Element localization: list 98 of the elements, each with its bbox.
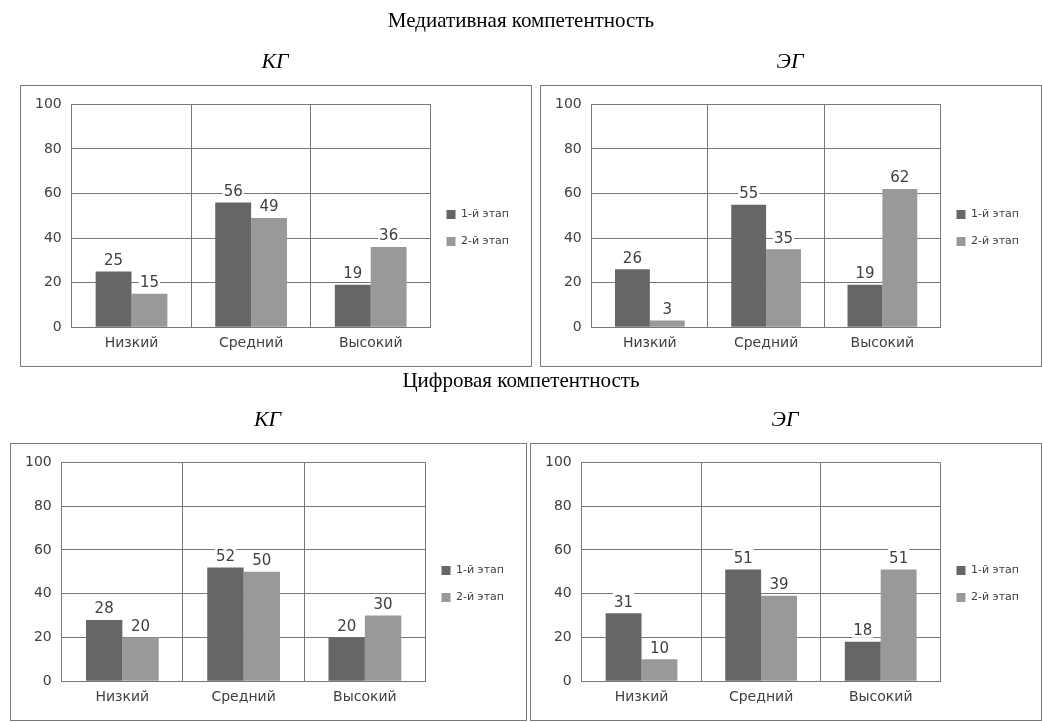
data-label: 26 [622, 248, 642, 267]
x-tick-label: Низкий [622, 334, 677, 351]
data-label: 10 [649, 638, 670, 657]
y-tick-label: 40 [553, 584, 572, 601]
bar [243, 571, 280, 681]
bar [641, 659, 678, 681]
x-tick-label: Средний [733, 334, 799, 351]
y-tick-label: 0 [572, 317, 582, 334]
y-tick-label: 20 [563, 273, 582, 290]
data-label: 52 [215, 546, 235, 565]
data-label: 36 [379, 226, 399, 245]
y-tick-label: 0 [52, 317, 62, 334]
data-label: 19 [855, 264, 875, 283]
legend-label: 2-й этап [971, 234, 1020, 248]
bar [761, 595, 797, 681]
bar [880, 569, 917, 681]
legend-label: 2-й этап [971, 590, 1020, 604]
data-label: 28 [94, 599, 114, 618]
bar [731, 204, 767, 327]
y-tick-label: 80 [43, 139, 62, 156]
y-tick-label: 40 [33, 584, 52, 601]
data-label: 51 [889, 549, 909, 567]
data-label: 20 [337, 616, 357, 635]
y-tick-label: 60 [563, 184, 582, 201]
legend-label: 1-й этап [456, 563, 505, 577]
bar [725, 569, 762, 681]
bar [649, 320, 685, 327]
bar [882, 189, 918, 327]
x-tick-label: Высокий [333, 688, 397, 705]
data-label: 20 [131, 616, 151, 635]
bar [334, 284, 371, 327]
data-label: 49 [259, 197, 279, 216]
bar [85, 619, 123, 681]
x-tick-label: Высокий [338, 334, 403, 351]
data-label: 25 [104, 250, 124, 269]
y-tick-label: 40 [563, 228, 582, 245]
data-label: 51 [733, 549, 753, 567]
y-tick-label: 0 [562, 671, 572, 688]
y-tick-label: 40 [43, 228, 62, 245]
y-tick-label: 80 [563, 139, 582, 156]
x-tick-label: Низкий [104, 334, 159, 351]
bar [122, 637, 159, 681]
bar [328, 637, 365, 681]
chart-title: КГ [252, 406, 283, 432]
y-tick-label: 0 [42, 671, 52, 688]
data-label: 55 [739, 184, 759, 203]
data-label: 62 [890, 168, 910, 187]
text: Цифровая компетентность [401, 368, 641, 393]
data-label: 19 [343, 264, 363, 283]
x-tick-label: Низкий [614, 688, 669, 705]
bar [844, 641, 881, 681]
bar [614, 269, 650, 327]
chart-title: КГ [260, 48, 290, 74]
chart-title: ЭГ [775, 48, 805, 74]
bar [847, 284, 883, 327]
x-tick-label: Высокий [850, 334, 915, 351]
bar [605, 613, 642, 681]
bar [131, 293, 168, 327]
legend-label: 1-й этап [461, 207, 510, 221]
data-label: 31 [614, 592, 634, 611]
y-tick-label: 60 [553, 540, 572, 557]
x-tick-label: Средний [728, 688, 794, 705]
legend-label: 2-й этап [461, 234, 510, 248]
y-tick-label: 100 [34, 95, 62, 112]
chart-title: ЭГ [770, 406, 800, 432]
y-tick-label: 100 [544, 453, 572, 470]
y-tick-label: 20 [43, 273, 62, 290]
bar [207, 567, 244, 681]
data-label: 18 [853, 621, 873, 640]
data-label: 35 [774, 228, 794, 247]
x-tick-label: Низкий [95, 688, 150, 705]
y-tick-label: 20 [553, 628, 572, 645]
x-tick-label: Средний [211, 688, 276, 705]
legend-label: 1-й этап [971, 207, 1020, 221]
bar [766, 249, 801, 327]
text: Медиативная компетентность [386, 8, 656, 33]
data-label: 50 [252, 551, 272, 570]
y-tick-label: 100 [24, 453, 52, 470]
x-tick-label: Высокий [848, 688, 913, 705]
y-tick-label: 60 [33, 540, 52, 557]
y-tick-label: 60 [43, 184, 62, 201]
data-label: 39 [769, 575, 789, 594]
bar [95, 271, 132, 327]
legend-label: 1-й этап [971, 563, 1020, 577]
data-label: 3 [662, 299, 673, 318]
bar [215, 202, 252, 327]
x-tick-label: Средний [218, 334, 284, 351]
y-tick-label: 100 [554, 95, 582, 112]
y-tick-label: 20 [33, 628, 52, 645]
y-tick-label: 80 [553, 496, 572, 513]
bar [364, 615, 402, 681]
data-label: 30 [373, 594, 393, 613]
legend-label: 2-й этап [456, 590, 505, 604]
bar [370, 246, 407, 327]
data-label: 15 [139, 273, 160, 292]
bar [251, 218, 287, 327]
y-tick-label: 80 [33, 496, 52, 513]
data-label: 56 [223, 181, 243, 200]
